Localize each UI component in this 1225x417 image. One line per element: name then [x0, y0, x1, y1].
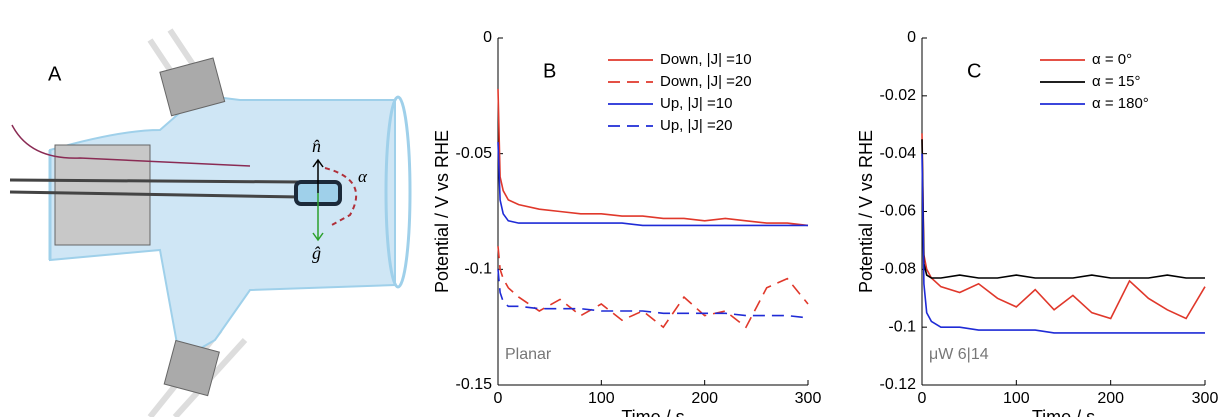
x-axis-label: Time / s: [1032, 407, 1095, 417]
y-tick-label: -0.15: [456, 376, 493, 393]
x-tick-label: 0: [918, 390, 927, 407]
legend-label: Down, |J| =20: [660, 73, 752, 90]
series-line: [921, 139, 1205, 279]
legend-label: Up, |J| =20: [660, 117, 732, 134]
clamp-bottom: [163, 339, 220, 397]
x-tick-label: 100: [588, 390, 615, 407]
y-tick-label: -0.04: [880, 145, 917, 162]
wires: [9, 178, 301, 199]
cell-window: [384, 95, 412, 289]
x-tick-label: 0: [494, 390, 503, 407]
y-tick-label: -0.08: [880, 261, 917, 278]
y-tick-label: -0.05: [456, 145, 493, 162]
y-tick-label: 0: [483, 29, 492, 46]
series-line: [921, 153, 1205, 334]
series-line: [921, 133, 1206, 320]
y-tick-label: -0.02: [880, 87, 917, 104]
x-tick-label: 200: [691, 390, 718, 407]
x-tick-label: 300: [1192, 390, 1219, 407]
normal-arrow: [312, 158, 324, 193]
annotation: Planar: [505, 346, 552, 363]
diagram: A n̂ ĝ α: [9, 28, 412, 417]
normal-label: n̂: [312, 136, 321, 156]
panel-label: C: [967, 60, 981, 82]
panel-label: A: [48, 63, 62, 85]
x-tick-label: 300: [795, 390, 822, 407]
series-line: [497, 246, 809, 329]
y-tick-label: 0: [907, 29, 916, 46]
angle-label: α: [358, 167, 368, 186]
series-line: [497, 269, 809, 319]
angle-arc: [324, 167, 358, 227]
y-tick-label: -0.1: [888, 318, 916, 335]
gravity-arrow: [312, 193, 324, 242]
x-axis-label: Time / s: [621, 407, 684, 417]
x-tick-label: 100: [1003, 390, 1030, 407]
series-line: [497, 142, 808, 227]
y-axis-label: Potential / V vs RHE: [856, 130, 876, 293]
panel-label: B: [543, 60, 556, 82]
x-tick-label: 200: [1097, 390, 1124, 407]
legend-label: Up, |J| =10: [660, 95, 732, 112]
series-line: [497, 88, 809, 227]
clamp-top: [159, 57, 226, 117]
legend-label: α = 15°: [1092, 73, 1140, 90]
legend-label: α = 0°: [1092, 51, 1132, 68]
flow-arrow: [11, 124, 251, 167]
annotation: μW 6|14: [929, 346, 989, 363]
y-tick-label: -0.1: [464, 261, 492, 278]
y-tick-label: -0.12: [880, 376, 917, 393]
legend-label: α = 180°: [1092, 95, 1149, 112]
y-tick-label: -0.06: [880, 203, 917, 220]
legend-label: Down, |J| =10: [660, 51, 752, 68]
y-axis-label: Potential / V vs RHE: [432, 130, 452, 293]
gravity-label: ĝ: [312, 243, 321, 263]
